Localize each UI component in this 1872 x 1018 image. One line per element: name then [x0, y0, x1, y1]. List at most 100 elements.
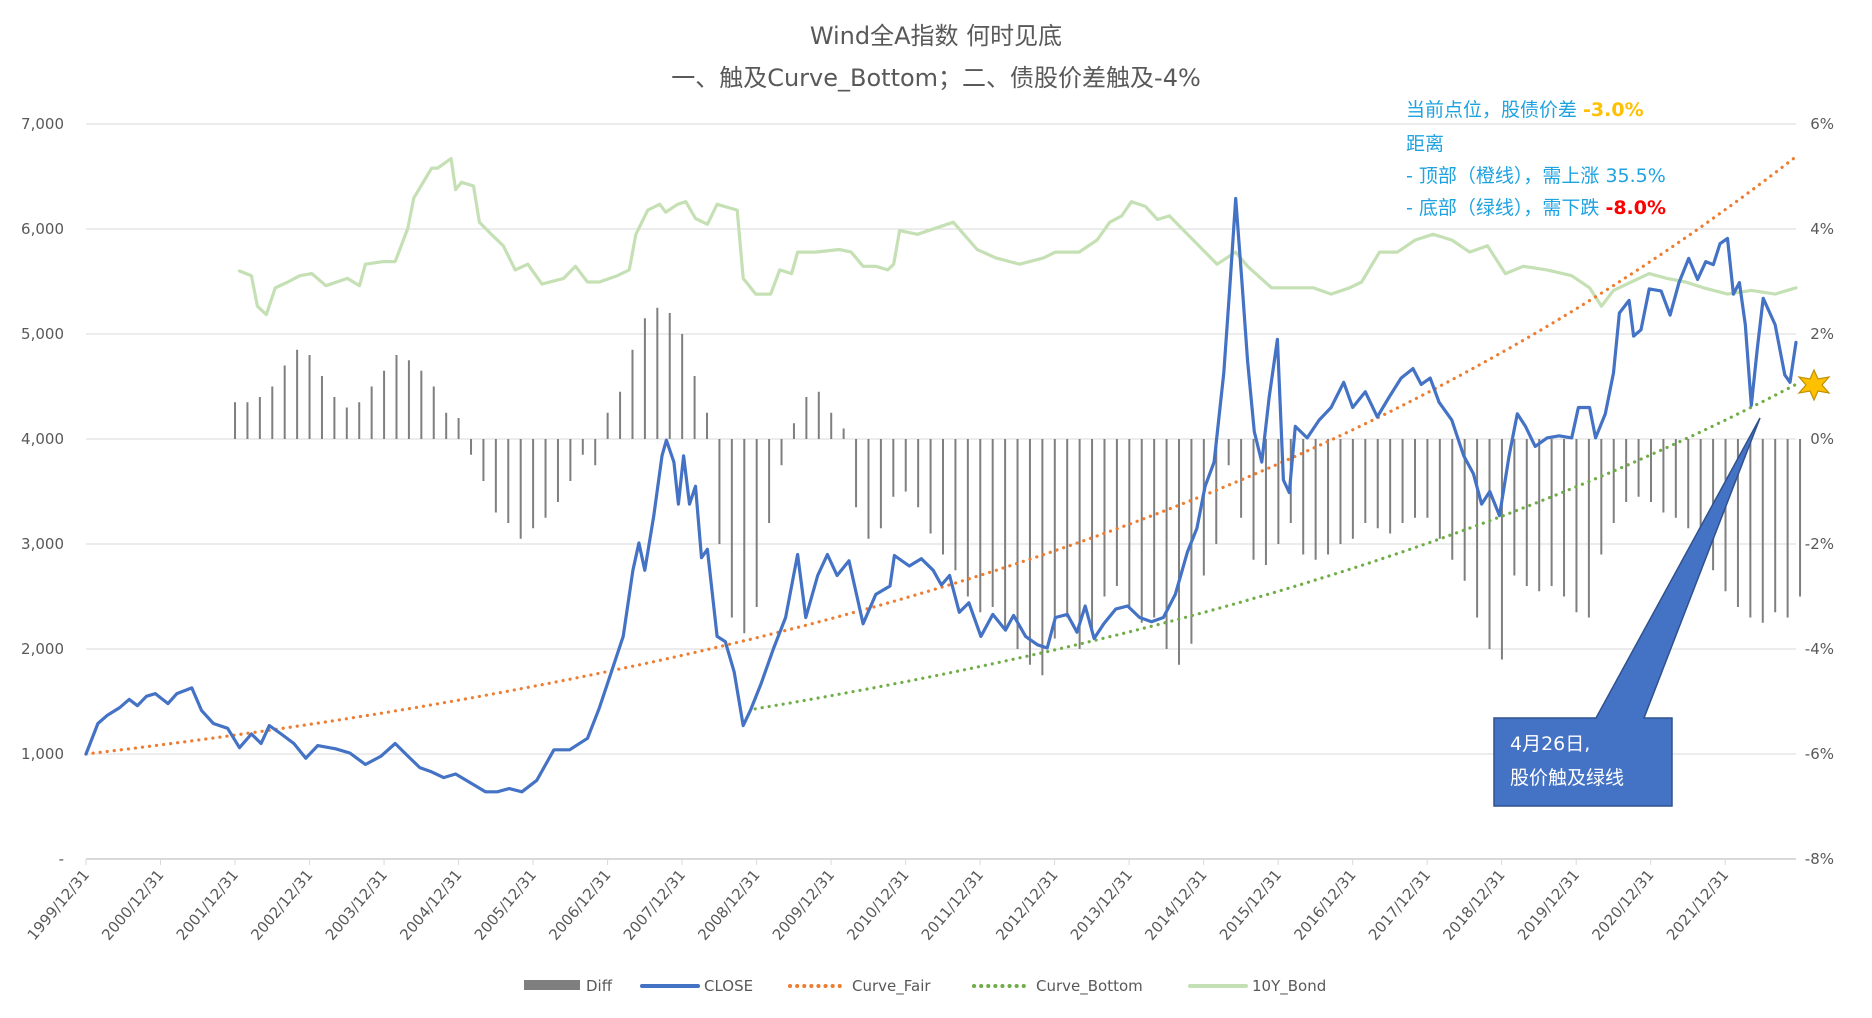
status-prefix: 当前点位，股债价差	[1406, 99, 1583, 121]
diff-bar	[407, 360, 410, 439]
diff-bar	[420, 370, 423, 439]
diff-bar	[656, 307, 659, 439]
right-tick-label: 6%	[1810, 115, 1834, 133]
diff-bar	[1612, 439, 1615, 523]
diff-bar	[718, 439, 721, 544]
diff-bar	[1649, 439, 1652, 502]
bottom-prefix: - 底部（绿线），需下跌	[1406, 197, 1605, 219]
x-tick-label: 2007/12/31	[620, 866, 689, 944]
diff-bar	[1674, 439, 1677, 518]
diff-bar	[1488, 439, 1491, 649]
diff-bar	[1463, 439, 1466, 581]
x-tick-label: 2002/12/31	[247, 866, 316, 944]
right-tick-label: 4%	[1810, 220, 1834, 238]
diff-bar	[1736, 439, 1739, 607]
diff-bar	[668, 313, 671, 439]
diff-bar	[780, 439, 783, 466]
left-tick-label: 7,000	[21, 115, 64, 133]
diff-bar	[1264, 439, 1267, 565]
left-tick-label: 5,000	[21, 325, 64, 343]
right-tick-label: -6%	[1805, 745, 1834, 763]
diff-bar	[904, 439, 907, 492]
diff-bar	[1513, 439, 1516, 576]
diff-bar	[358, 402, 361, 439]
star-icon	[1797, 368, 1831, 402]
diff-bar	[606, 412, 609, 439]
x-tick-label: 2006/12/31	[545, 866, 614, 944]
diff-bar	[345, 407, 348, 439]
legend-label: 10Y_Bond	[1252, 977, 1326, 996]
diff-bar	[730, 439, 733, 618]
diff-bar	[979, 439, 982, 613]
x-tick-label: 2001/12/31	[173, 866, 242, 944]
x-tick-label: 2010/12/31	[843, 866, 912, 944]
diff-bar	[942, 439, 945, 555]
diff-bar	[1426, 439, 1429, 518]
callout-line2: 股价触及绿线	[1510, 767, 1624, 789]
x-tick-label: 2009/12/31	[769, 866, 838, 944]
diff-bar	[755, 439, 758, 607]
left-tick-label: -	[59, 850, 64, 868]
diff-bar	[320, 376, 323, 439]
diff-bar	[1699, 439, 1702, 550]
diff-bar	[1786, 439, 1789, 618]
diff-bar	[966, 439, 969, 597]
right-tick-label: -4%	[1805, 640, 1834, 658]
diff-bar	[1091, 439, 1094, 634]
diff-bar	[1153, 439, 1156, 618]
left-tick-label: 1,000	[21, 745, 64, 763]
top-prefix: - 顶部（橙线），需上涨	[1406, 165, 1605, 187]
x-tick-label: 2020/12/31	[1588, 866, 1657, 944]
diff-bar	[556, 439, 559, 502]
series-line-curve-bottom	[753, 382, 1798, 711]
diff-bar	[532, 439, 535, 529]
x-tick-label: 2017/12/31	[1365, 866, 1434, 944]
diff-bar	[830, 412, 833, 439]
diff-bar	[1227, 439, 1230, 466]
diff-bar	[1500, 439, 1503, 660]
diff-bar	[631, 349, 634, 439]
diff-bar	[258, 397, 261, 439]
diff-bar	[1662, 439, 1665, 513]
legend-label: Curve_Fair	[852, 977, 931, 996]
diff-bar	[1053, 439, 1056, 639]
diff-bar	[954, 439, 957, 571]
x-tick-label: 2004/12/31	[396, 866, 465, 944]
diff-bar	[1302, 439, 1305, 555]
diff-bar	[308, 355, 311, 439]
diff-bar	[333, 397, 336, 439]
diff-bar	[283, 365, 286, 439]
top-value: 35.5%	[1605, 165, 1665, 187]
right-tick-label: 2%	[1810, 325, 1834, 343]
legend-swatch-diff	[524, 980, 580, 990]
diff-bar	[296, 349, 299, 439]
legend-label: Diff	[586, 977, 613, 995]
diff-bar	[271, 386, 274, 439]
diff-bar	[1774, 439, 1777, 613]
diff-bar	[594, 439, 597, 466]
diff-bar	[879, 439, 882, 529]
status-line: 当前点位，股债价差 -3.0%	[1406, 99, 1644, 121]
diff-bar	[1550, 439, 1553, 586]
diff-bar	[842, 428, 845, 439]
diff-bar	[1799, 439, 1802, 597]
diff-bar	[246, 402, 249, 439]
x-tick-label: 1999/12/31	[24, 866, 93, 944]
diff-bar	[817, 391, 820, 439]
diff-bar	[1376, 439, 1379, 529]
x-tick-label: 2012/12/31	[992, 866, 1061, 944]
diff-bar	[581, 439, 584, 455]
x-tick-label: 2008/12/31	[694, 866, 763, 944]
diff-bar	[1004, 439, 1007, 628]
x-tick-label: 2019/12/31	[1514, 866, 1583, 944]
callout: 4月26日, 股价触及绿线	[1493, 417, 1761, 807]
diff-bar	[706, 412, 709, 439]
diff-bar	[432, 386, 435, 439]
right-tick-label: -8%	[1805, 850, 1834, 868]
series-line-curve-fair	[84, 155, 1798, 756]
diff-bar	[1749, 439, 1752, 618]
diff-bar	[1389, 439, 1392, 534]
diff-bar	[681, 334, 684, 439]
diff-bar	[917, 439, 920, 508]
